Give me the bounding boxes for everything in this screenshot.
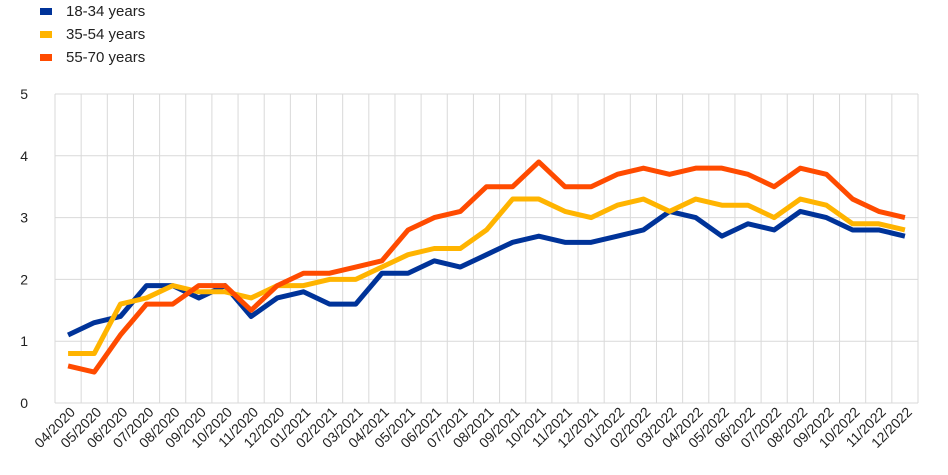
series-line-35-54-years [68,196,906,357]
y-tick-label: 2 [20,271,28,287]
y-tick-label: 4 [20,148,28,164]
legend-swatch-18-34 [40,8,52,15]
y-tick-label: 3 [20,210,28,226]
legend-swatch-55-70 [40,54,52,61]
legend-label-35-54: 35-54 years [66,26,146,43]
legend-label-55-70: 55-70 years [66,49,146,66]
legend-item-55-70: 55-70 years [40,46,145,69]
y-tick-label: 1 [20,333,28,349]
y-tick-label: 0 [20,395,28,411]
legend-swatch-35-54 [40,31,52,38]
y-tick-label: 5 [20,86,28,102]
series-line-55-70-years [67,159,906,375]
legend: 18-34 years 35-54 years 55-70 years [40,0,145,69]
legend-item-35-54: 35-54 years [40,23,145,46]
legend-item-18-34: 18-34 years [40,0,145,23]
legend-label-18-34: 18-34 years [66,3,146,20]
